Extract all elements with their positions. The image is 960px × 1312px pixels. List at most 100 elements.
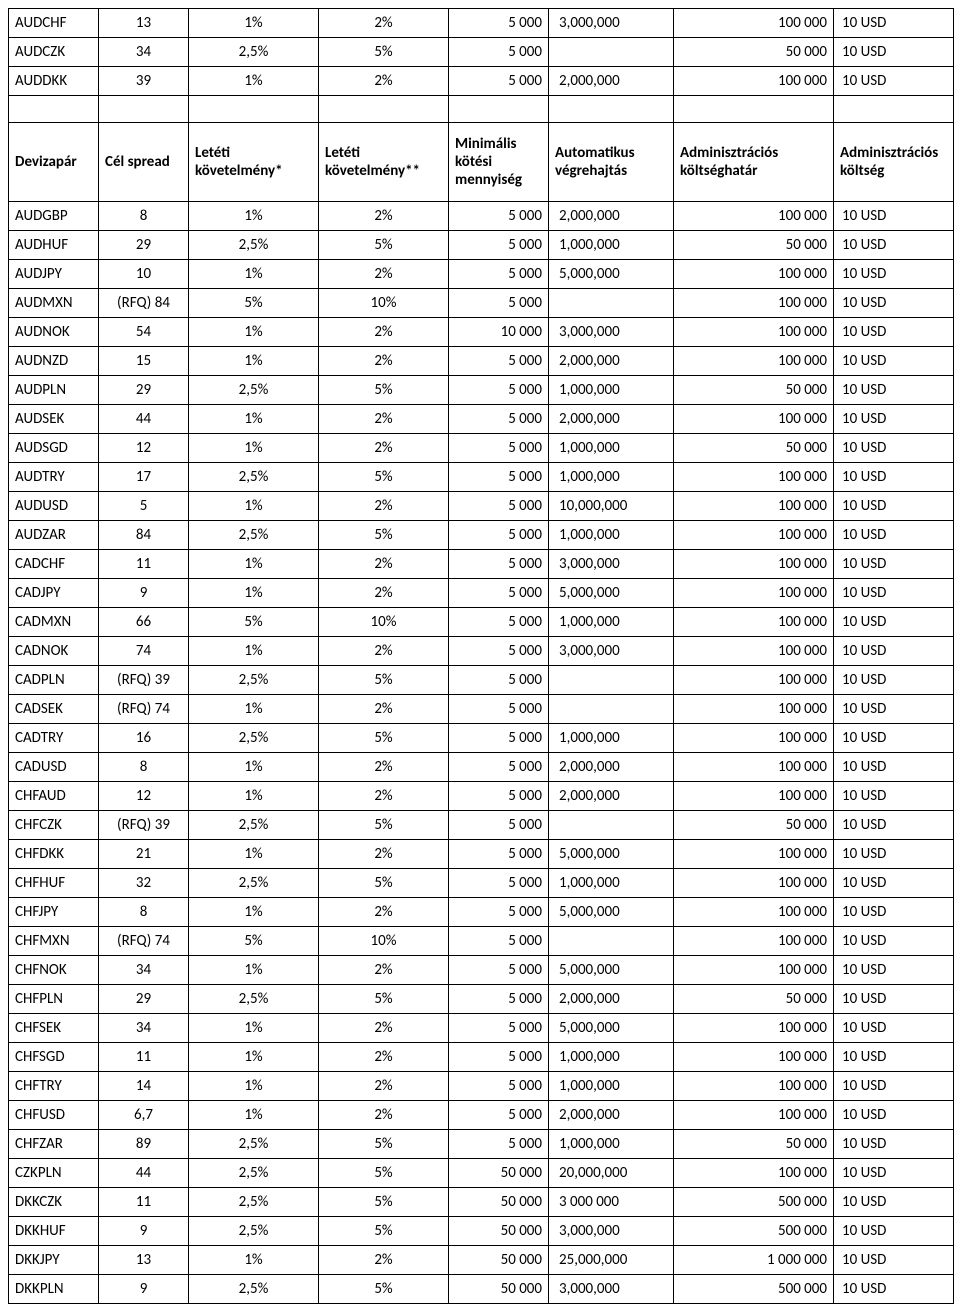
cell-dep1: 2,5% — [189, 724, 319, 753]
cell-fee: 10 USD — [834, 753, 954, 782]
cell-dep1: 1% — [189, 347, 319, 376]
cell-dep1: 1% — [189, 1043, 319, 1072]
cell-spread: 11 — [99, 1043, 189, 1072]
cell-spread: (RFQ) 84 — [99, 289, 189, 318]
cell-dep1: 2,5% — [189, 1217, 319, 1246]
cell-pair: AUDCHF — [9, 9, 99, 38]
cell-dep1: 2,5% — [189, 376, 319, 405]
table-row: CHFAUD121%2%5 0002,000,000100 00010 USD — [9, 782, 954, 811]
cell-spread: (RFQ) 39 — [99, 666, 189, 695]
cell-auto — [549, 927, 674, 956]
cell-minqty: 50 000 — [449, 1159, 549, 1188]
cell-fee: 10 USD — [834, 1072, 954, 1101]
cell-fee: 10 USD — [834, 1014, 954, 1043]
cell-dep2: 2% — [319, 9, 449, 38]
table-row: CZKPLN442,5%5%50 00020,000,000100 00010 … — [9, 1159, 954, 1188]
cell-minqty: 5 000 — [449, 231, 549, 260]
cell-pair: DKKJPY — [9, 1246, 99, 1275]
cell-minqty: 5 000 — [449, 985, 549, 1014]
cell-pair: CADJPY — [9, 579, 99, 608]
cell-spread: 9 — [99, 579, 189, 608]
header-auto: Automatikus végrehajtás — [549, 123, 674, 202]
cell-fee: 10 USD — [834, 376, 954, 405]
cell-fee: 10 USD — [834, 1101, 954, 1130]
table-row: DKKPLN92,5%5%50 0003,000,000500 00010 US… — [9, 1275, 954, 1304]
cell-minqty: 5 000 — [449, 811, 549, 840]
cell-minqty: 5 000 — [449, 869, 549, 898]
cell-pair: AUDZAR — [9, 521, 99, 550]
cell-dep2: 2% — [319, 1246, 449, 1275]
cell-pair: CADSEK — [9, 695, 99, 724]
cell-spread: (RFQ) 39 — [99, 811, 189, 840]
cell-fee: 10 USD — [834, 869, 954, 898]
cell-limit: 100 000 — [674, 492, 834, 521]
cell-fee: 10 USD — [834, 318, 954, 347]
cell-spread: 84 — [99, 521, 189, 550]
cell-minqty: 5 000 — [449, 927, 549, 956]
cell-dep2: 2% — [319, 67, 449, 96]
cell-dep2: 2% — [319, 782, 449, 811]
cell-dep1: 1% — [189, 1101, 319, 1130]
table-row: AUDHUF292,5%5%5 0001,000,00050 00010 USD — [9, 231, 954, 260]
cell-limit: 100 000 — [674, 782, 834, 811]
cell-dep1: 1% — [189, 67, 319, 96]
cell-fee: 10 USD — [834, 9, 954, 38]
cell-minqty: 5 000 — [449, 1072, 549, 1101]
cell-dep1: 2,5% — [189, 985, 319, 1014]
cell-limit: 100 000 — [674, 666, 834, 695]
cell-limit: 100 000 — [674, 927, 834, 956]
cell-minqty: 5 000 — [449, 608, 549, 637]
cell-limit: 100 000 — [674, 1014, 834, 1043]
cell-fee: 10 USD — [834, 1217, 954, 1246]
cell-dep2: 5% — [319, 463, 449, 492]
cell-auto — [549, 811, 674, 840]
cell-spread: 29 — [99, 376, 189, 405]
cell-limit: 100 000 — [674, 347, 834, 376]
cell-dep2: 2% — [319, 202, 449, 231]
cell-auto: 2,000,000 — [549, 985, 674, 1014]
cell-pair: CHFAUD — [9, 782, 99, 811]
cell-pair: DKKHUF — [9, 1217, 99, 1246]
cell-dep2: 5% — [319, 1275, 449, 1304]
spacer-cell — [834, 96, 954, 123]
cell-auto: 25,000,000 — [549, 1246, 674, 1275]
cell-auto: 1,000,000 — [549, 608, 674, 637]
cell-fee: 10 USD — [834, 898, 954, 927]
cell-auto: 1,000,000 — [549, 376, 674, 405]
cell-limit: 100 000 — [674, 956, 834, 985]
cell-minqty: 5 000 — [449, 695, 549, 724]
cell-pair: CADUSD — [9, 753, 99, 782]
cell-fee: 10 USD — [834, 521, 954, 550]
cell-dep1: 2,5% — [189, 666, 319, 695]
header-fee: Adminisztrációs költség — [834, 123, 954, 202]
cell-fee: 10 USD — [834, 260, 954, 289]
cell-limit: 500 000 — [674, 1217, 834, 1246]
header-dep1: Letéti követelmény* — [189, 123, 319, 202]
cell-limit: 100 000 — [674, 289, 834, 318]
cell-spread: 29 — [99, 231, 189, 260]
cell-limit: 100 000 — [674, 67, 834, 96]
cell-dep1: 2,5% — [189, 521, 319, 550]
cell-pair: AUDTRY — [9, 463, 99, 492]
cell-minqty: 5 000 — [449, 202, 549, 231]
spacer-cell — [549, 96, 674, 123]
cell-spread: 9 — [99, 1275, 189, 1304]
cell-auto: 5,000,000 — [549, 579, 674, 608]
cell-minqty: 5 000 — [449, 550, 549, 579]
cell-fee: 10 USD — [834, 608, 954, 637]
table-row: CHFMXN(RFQ) 745%10%5 000100 00010 USD — [9, 927, 954, 956]
cell-minqty: 5 000 — [449, 434, 549, 463]
cell-dep2: 10% — [319, 289, 449, 318]
cell-fee: 10 USD — [834, 434, 954, 463]
cell-auto: 1,000,000 — [549, 434, 674, 463]
cell-pair: AUDSEK — [9, 405, 99, 434]
cell-limit: 100 000 — [674, 1043, 834, 1072]
cell-spread: 34 — [99, 38, 189, 67]
cell-spread: 34 — [99, 956, 189, 985]
cell-dep2: 2% — [319, 840, 449, 869]
cell-limit: 100 000 — [674, 1101, 834, 1130]
table-row: CADCHF111%2%5 0003,000,000100 00010 USD — [9, 550, 954, 579]
cell-minqty: 5 000 — [449, 347, 549, 376]
cell-pair: AUDJPY — [9, 260, 99, 289]
cell-limit: 100 000 — [674, 579, 834, 608]
